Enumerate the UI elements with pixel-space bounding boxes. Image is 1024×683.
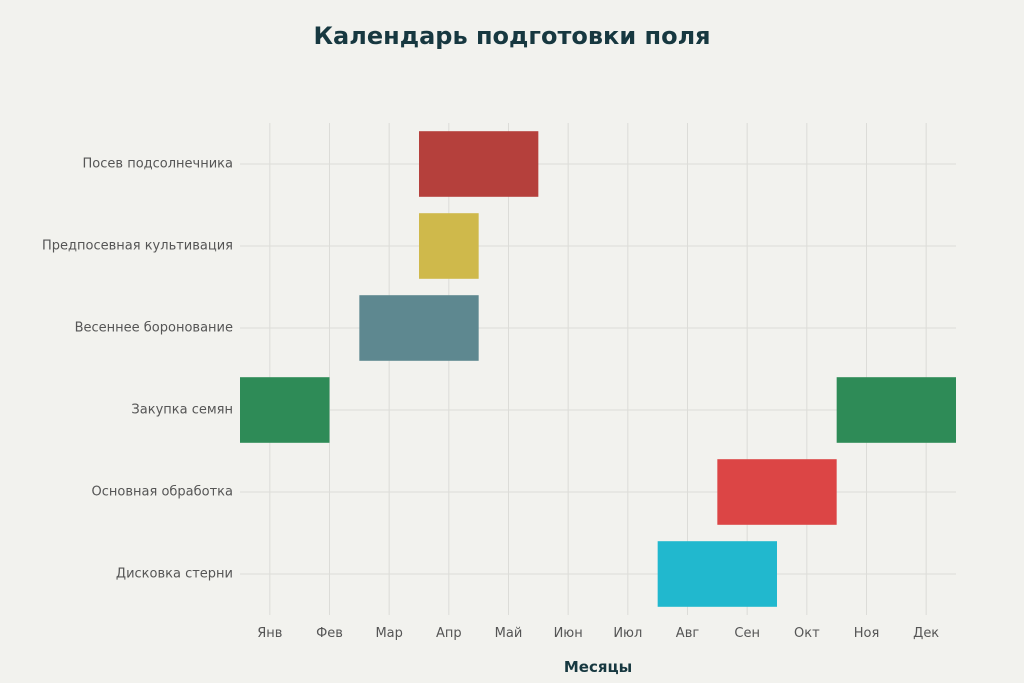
y-tick-labels: Посев подсолнечника Предпосевная культива…: [42, 157, 233, 582]
y-tick-label: Весеннее боронование: [75, 321, 233, 336]
y-tick-label: Закупка семян: [131, 403, 233, 418]
x-tick-label: Апр: [436, 626, 462, 641]
x-axis-title: Месяцы: [564, 658, 632, 676]
x-tick-label: Окт: [794, 626, 820, 641]
x-tick-label: Сен: [734, 626, 760, 641]
x-tick-label: Дек: [913, 626, 939, 641]
task-bar: [419, 131, 539, 197]
x-tick-labels: Янв Фев Мар Апр Май Июн Июл Авг Сен Окт Ноя Дек: [257, 626, 939, 641]
chart-title: Календарь подготовки поля: [313, 22, 711, 50]
x-tick-label: Май: [495, 626, 523, 641]
task-bar: [657, 541, 777, 607]
x-tick-label: Янв: [257, 626, 282, 641]
task-bar: [240, 377, 330, 443]
x-tick-label: Июн: [554, 626, 583, 641]
gridlines: [240, 123, 956, 615]
y-tick-label: Посев подсолнечника: [83, 157, 233, 172]
x-tick-label: Июл: [613, 626, 642, 641]
bars: [240, 131, 956, 607]
x-tick-label: Фев: [316, 626, 343, 641]
task-bar: [419, 213, 479, 279]
y-tick-label: Основная обработка: [92, 485, 233, 500]
x-tick-label: Авг: [676, 626, 700, 641]
y-tick-label: Предпосевная культивация: [42, 239, 233, 254]
task-bar: [359, 295, 479, 361]
task-bar: [717, 459, 837, 525]
y-tick-label: Дисковка стерни: [116, 567, 233, 582]
x-tick-label: Ноя: [854, 626, 880, 641]
task-bar: [836, 377, 956, 443]
x-tick-label: Мар: [375, 626, 402, 641]
